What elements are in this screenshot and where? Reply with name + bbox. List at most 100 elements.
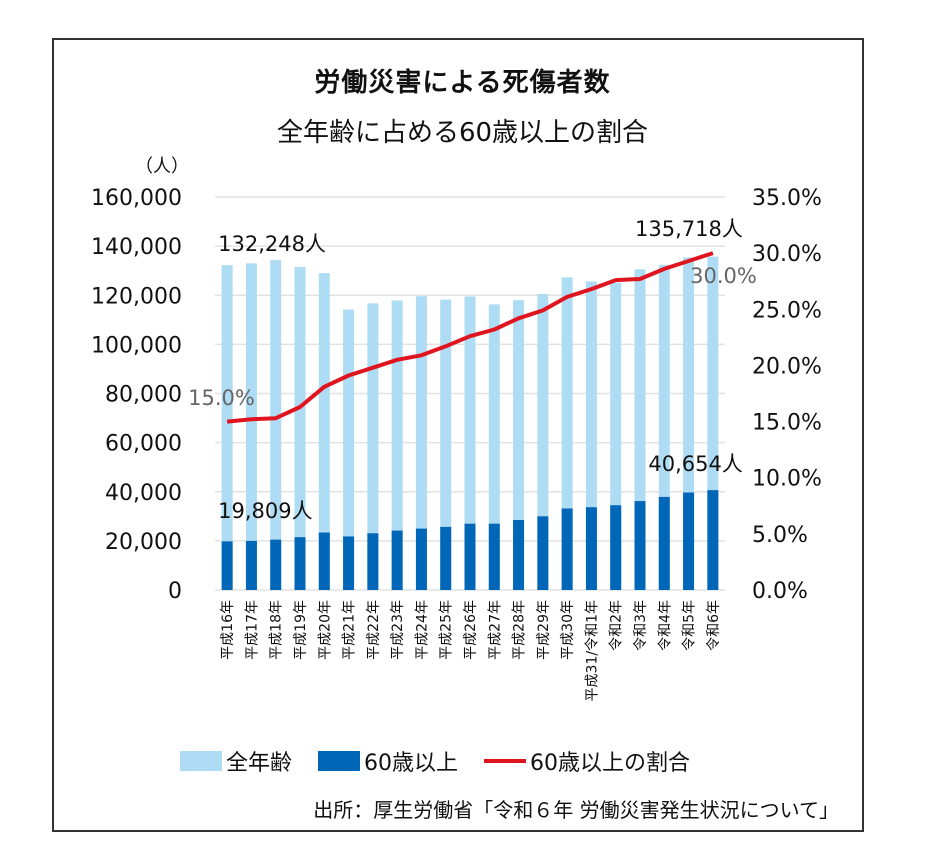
x-tick-label: 平成24年	[414, 600, 430, 660]
bar-60-plus	[585, 507, 597, 590]
legend-label: 60歳以上の割合	[530, 751, 691, 776]
x-tick-label: 平成27年	[487, 600, 503, 660]
bar-all-ages	[245, 263, 257, 590]
bar-60-plus	[318, 532, 330, 590]
y2-tick-label: 35.0%	[752, 186, 822, 211]
bar-60-plus	[610, 505, 622, 590]
y-tick-label: 120,000	[91, 284, 182, 309]
x-tick-label: 令和4年	[657, 600, 673, 651]
bar-60-plus	[415, 528, 427, 590]
bar-all-ages	[683, 257, 695, 590]
y-tick-label: 100,000	[91, 333, 182, 358]
bar-all-ages	[537, 294, 549, 590]
y-tick-label: 140,000	[91, 235, 182, 260]
y2-tick-label: 15.0%	[752, 411, 822, 436]
bar-all-ages	[488, 304, 500, 590]
line-series-ratio	[226, 251, 714, 424]
bar-60-plus	[391, 530, 403, 590]
bar-all-ages	[294, 267, 306, 590]
y2-tick-label: 0.0%	[752, 579, 808, 604]
bar-all-ages	[561, 277, 573, 590]
bar-all-ages	[634, 269, 646, 590]
chart-title: 労働災害による死傷者数	[314, 68, 611, 98]
x-tick-label: 平成18年	[269, 600, 285, 660]
x-tick-label: 令和6年	[706, 600, 722, 651]
bar-60-plus	[561, 508, 573, 590]
x-tick-label: 平成29年	[536, 600, 552, 660]
bar-all-ages	[415, 296, 427, 590]
x-tick-label: 平成30年	[560, 600, 576, 660]
bar-all-ages	[610, 282, 622, 590]
x-tick-label: 平成22年	[366, 600, 382, 660]
bar-all-ages	[318, 273, 330, 590]
data-label: 40,654人	[648, 452, 742, 476]
bar-60-plus	[245, 540, 257, 590]
legend: 全年齢 60歳以上 60歳以上の割合	[180, 745, 716, 777]
bar-all-ages	[464, 296, 476, 590]
x-tick-label: 令和5年	[682, 600, 698, 651]
bar-60-plus	[634, 501, 646, 590]
bar-all-ages	[367, 303, 379, 590]
legend-label: 60歳以上	[364, 751, 459, 776]
y-axis-right: 0.0% 5.0% 10.0% 15.0% 20.0% 25.0% 30.0% 35.0%	[752, 186, 822, 604]
x-tick-label: 平成21年	[342, 600, 358, 660]
legend-swatch-all-ages	[180, 751, 222, 771]
bar-60-plus	[270, 539, 282, 590]
chart-frame	[52, 38, 864, 832]
bar-all-ages	[391, 300, 403, 590]
data-label: 19,809人	[218, 499, 312, 523]
bar-all-ages	[221, 265, 233, 590]
x-tick-label: 平成19年	[293, 600, 309, 660]
y2-tick-label: 30.0%	[752, 242, 822, 267]
x-tick-label: 平成17年	[244, 600, 260, 660]
y-tick-label: 0	[168, 579, 182, 604]
y2-tick-label: 25.0%	[752, 298, 822, 323]
y-tick-label: 60,000	[105, 432, 182, 457]
bar-all-ages	[270, 260, 282, 590]
legend-line-ratio	[484, 759, 527, 763]
data-labels: 132,248人 135,718人 19,809人 40,654人 15.0% 30.0%	[188, 217, 757, 523]
y2-tick-label: 5.0%	[752, 523, 808, 548]
bar-all-ages	[585, 281, 597, 590]
data-label: 135,718人	[635, 217, 743, 241]
bar-all-ages	[707, 256, 719, 590]
bar-all-ages	[343, 309, 355, 590]
x-tick-label: 平成28年	[512, 600, 528, 660]
legend-item-ratio: 60歳以上の割合	[484, 745, 690, 777]
y2-tick-label: 20.0%	[752, 354, 822, 379]
bar-60-plus	[367, 533, 379, 590]
x-tick-label: 平成31/令和1年	[584, 600, 600, 701]
y-axis-left: 0 20,000 40,000 60,000 80,000 100,000 120,000 1…	[91, 186, 182, 604]
bar-60-plus	[658, 496, 670, 590]
bar-60-plus	[294, 537, 306, 590]
x-axis-labels: 平成16年 平成17年 平成18年 平成19年 平成20年 平成21年 平成22年 平成23年…	[220, 600, 722, 701]
bars	[221, 256, 719, 590]
data-label: 15.0%	[188, 386, 255, 410]
x-tick-label: 令和3年	[633, 600, 649, 651]
legend-item-all-ages: 全年齢	[180, 745, 292, 777]
chart-subtitle: 全年齢に占める60歳以上の割合	[276, 118, 649, 148]
y-tick-label: 40,000	[105, 481, 182, 506]
bar-60-plus	[537, 516, 549, 590]
bar-all-ages	[513, 300, 525, 590]
bar-60-plus	[707, 490, 719, 590]
bar-60-plus	[513, 519, 525, 590]
legend-swatch-60-plus	[318, 751, 361, 771]
data-label: 132,248人	[218, 232, 326, 256]
bar-60-plus	[683, 492, 695, 590]
y2-tick-label: 10.0%	[752, 467, 822, 492]
y-tick-label: 80,000	[105, 383, 182, 408]
bar-60-plus	[488, 523, 500, 590]
x-tick-label: 平成25年	[439, 600, 455, 660]
y-axis-unit-label: （人）	[135, 156, 189, 177]
x-tick-label: 平成26年	[463, 600, 479, 660]
bar-60-plus	[464, 523, 476, 590]
legend-item-60-plus: 60歳以上	[318, 745, 458, 777]
x-tick-label: 令和2年	[609, 600, 625, 651]
data-label: 30.0%	[690, 264, 757, 288]
x-tick-label: 平成16年	[220, 600, 236, 660]
source-note: 出所：厚生労働省「令和６年 労働災害発生状況について」	[313, 798, 839, 822]
bar-60-plus	[343, 536, 355, 590]
bar-all-ages	[658, 264, 670, 590]
